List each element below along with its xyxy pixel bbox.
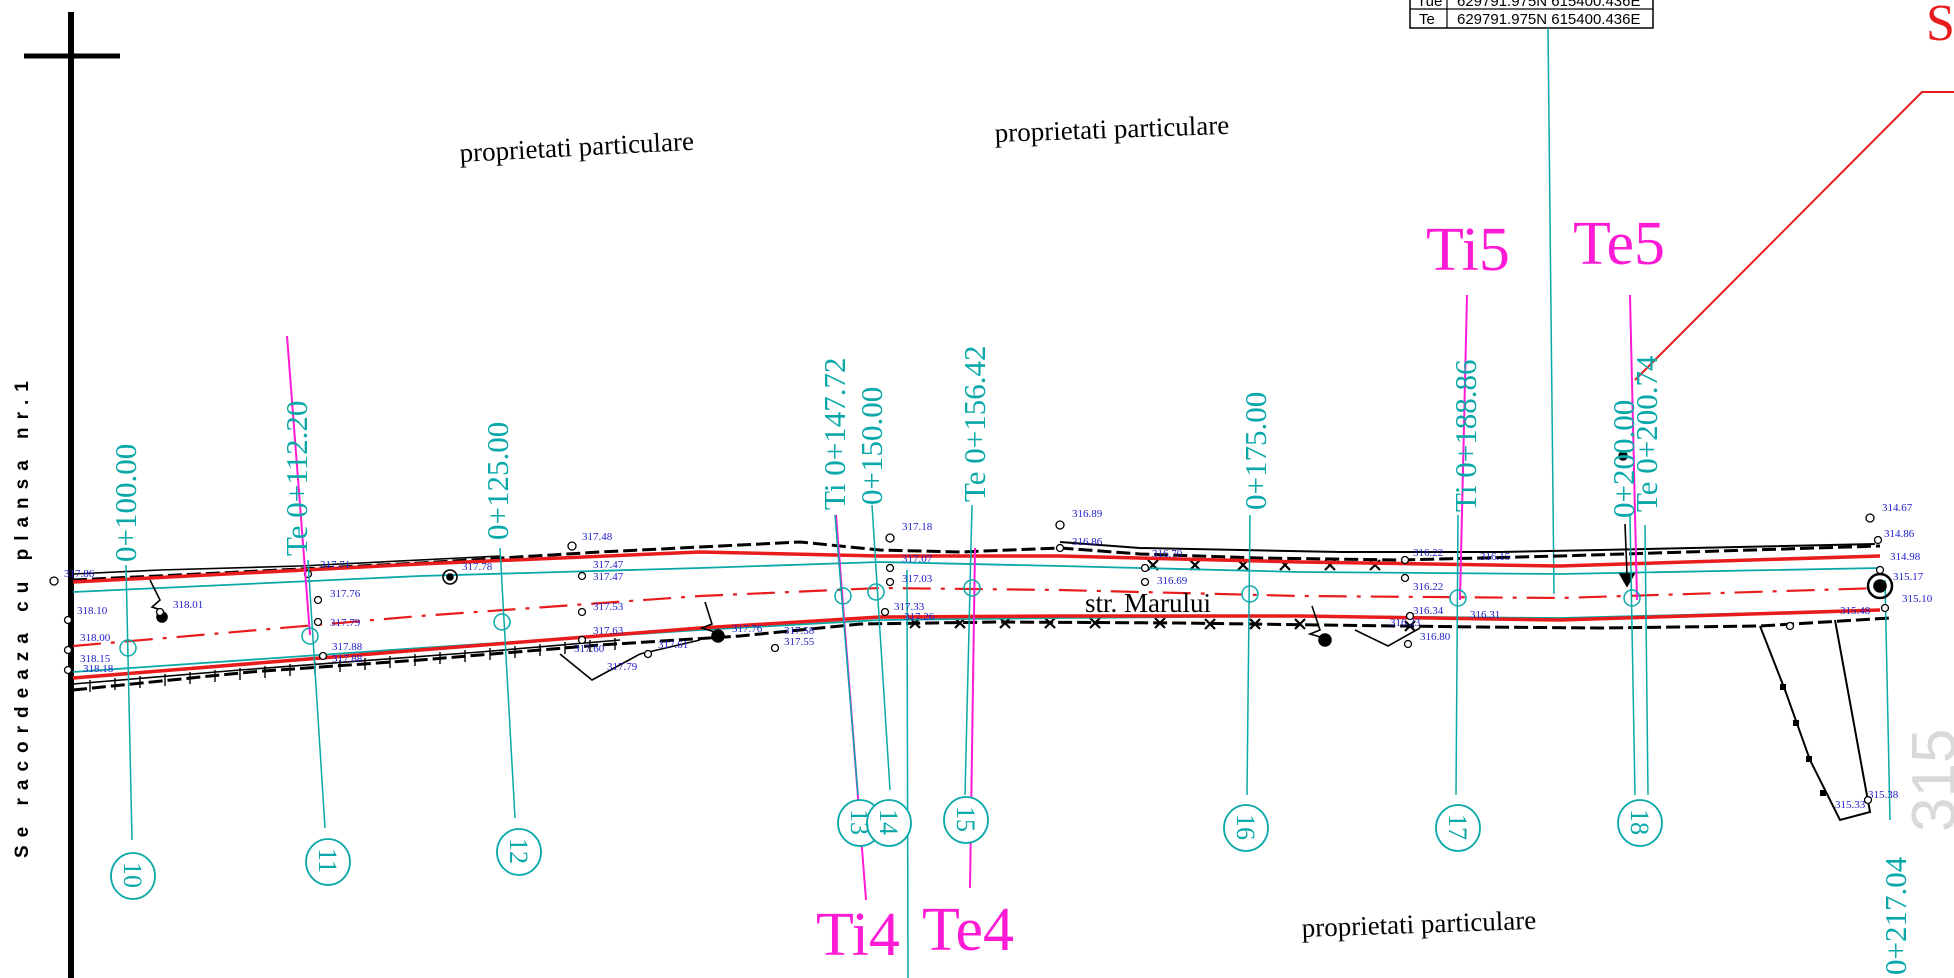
chainage-label: 0+100.00 (108, 444, 143, 562)
ghost-number: 315 (1900, 729, 1954, 832)
elevation-label: 317.79 (330, 617, 361, 629)
elevation-label: 318.18 (83, 663, 114, 675)
elevation-label: 316.86 (1072, 536, 1103, 548)
elevation-label: 317.48 (582, 531, 613, 543)
elevation-label: 314.86 (1884, 528, 1915, 540)
elevation-label: 316.22 (1413, 581, 1443, 593)
elevation-label: 315.33 (1835, 799, 1866, 811)
cross-section-number: 12 (504, 838, 533, 864)
chainage-label: 0+125.00 (480, 422, 515, 540)
property-label: proprietati particulare (1301, 905, 1537, 943)
chainage-label: Te 0+200.74 (1629, 355, 1664, 512)
elevation-label: 315.17 (1893, 571, 1924, 583)
survey-points (49, 513, 1890, 805)
elevation-label: 316.80 (1420, 631, 1451, 643)
elevation-label: 315.10 (1902, 593, 1933, 605)
cross-section-number: 18 (1625, 809, 1654, 835)
station-marks (119, 579, 1641, 657)
elevation-label: 316.15 (1480, 551, 1511, 563)
cross-section-number: 15 (951, 806, 980, 832)
table-row-coords: 629791.975N 615400.436E (1457, 0, 1641, 10)
elevation-label: 317.88 (332, 653, 363, 665)
elevation-label: 317.26 (904, 611, 935, 623)
street-name: str. Marului (1085, 588, 1211, 618)
elevation-label: 317.76 (732, 623, 763, 635)
elevation-label: 317.78 (462, 561, 493, 573)
elevation-label: 316.70 (1152, 548, 1183, 560)
table-row-coords: 629791.975N 615400.436E (1457, 11, 1641, 28)
elevation-label: 317.61 (658, 639, 688, 651)
elevation-label: 317.86 (64, 568, 95, 580)
elevation-label: 317.33 (894, 601, 925, 613)
curve-point-label: Te4 (922, 896, 1014, 964)
elevation-label: 317.58 (784, 625, 815, 637)
chainage-label: 0+200.00 (1606, 400, 1641, 518)
elevation-label: 317.71 (320, 559, 350, 571)
elevation-label: 316.69 (1157, 575, 1188, 587)
elevation-label: 317.47 (593, 559, 624, 571)
lot-markers (1780, 684, 1826, 796)
cross-section-number: 17 (1443, 814, 1472, 840)
elevation-label: 317.60 (574, 643, 605, 655)
elevation-label: 317.18 (902, 521, 933, 533)
elevation-label: 317.79 (607, 661, 638, 673)
coordinate-table: Tue 629791.975N 615400.436E Te 629791.97… (1409, 0, 1654, 29)
edge-ticks (89, 638, 616, 692)
cross-section-number: 13 (845, 809, 874, 835)
table-row-label: Te (1419, 11, 1435, 28)
elevation-label: 314.98 (1890, 551, 1921, 563)
cross-section-number: 11 (313, 848, 342, 873)
cross-section-number: 16 (1231, 814, 1260, 840)
table-row-label: Tue (1417, 0, 1442, 10)
cross-section-number: 14 (874, 809, 903, 835)
elevation-label: 317.55 (784, 636, 815, 648)
elevation-label: 317.07 (902, 553, 933, 565)
table-leader (1547, 27, 1555, 595)
property-label: proprietati particulare (994, 110, 1230, 148)
elevation-label: 316.31 (1470, 609, 1500, 621)
elevation-label: 315.38 (1868, 789, 1899, 801)
elevation-label: 316.22 (1413, 547, 1443, 559)
elevation-label: 317.03 (902, 573, 933, 585)
chainage-label: Ti 0+147.72 (817, 358, 852, 510)
curb-markers (909, 559, 1416, 632)
elevation-label: 318.00 (80, 632, 111, 644)
chainage-label: 0+175.00 (1238, 392, 1273, 510)
chainage-label: Ti 0+188.86 (1448, 360, 1483, 512)
elevation-label: 317.76 (330, 588, 361, 600)
elevation-label: 317.63 (593, 625, 624, 637)
elevation-label: 318.15 (80, 653, 111, 665)
cross-section-bubbles (110, 796, 1663, 900)
chainage-label: 0+217.04 (1878, 856, 1913, 975)
elevation-label: 315.48 (1840, 605, 1871, 617)
elevation-label: 316.23 (1390, 617, 1421, 629)
elevation-label: 317.88 (332, 641, 363, 653)
cross-section-number: 10 (118, 862, 147, 888)
utility-symbols (149, 451, 1894, 681)
curve-point-label: Te5 (1573, 210, 1665, 278)
chainage-label: Te 0+156.42 (957, 345, 992, 502)
station-lines (125, 504, 1649, 978)
lot-boundary (1759, 619, 1872, 822)
end-station-line (1884, 579, 1891, 821)
elevation-label: 318.10 (77, 605, 108, 617)
red-label: S (1926, 0, 1954, 52)
elevation-label: 314.67 (1882, 502, 1913, 514)
property-label: proprietati particulare (459, 126, 695, 168)
elevation-label: 318.01 (173, 599, 203, 611)
chainage-label: Te 0+112.20 (279, 401, 314, 556)
curve-point-label: Ti4 (816, 901, 900, 969)
elevation-label: 316.89 (1072, 508, 1103, 520)
curve-point-label: Ti5 (1426, 216, 1510, 284)
elevation-label: 317.47 (593, 571, 624, 583)
leader-line (1634, 91, 1954, 381)
elevation-label: 316.34 (1413, 605, 1444, 617)
chainage-label: 0+150.00 (854, 387, 889, 505)
sidenote-text: Se racordeaza cu plansa nr.1 (12, 373, 33, 858)
elevation-label: 317.53 (593, 601, 624, 613)
